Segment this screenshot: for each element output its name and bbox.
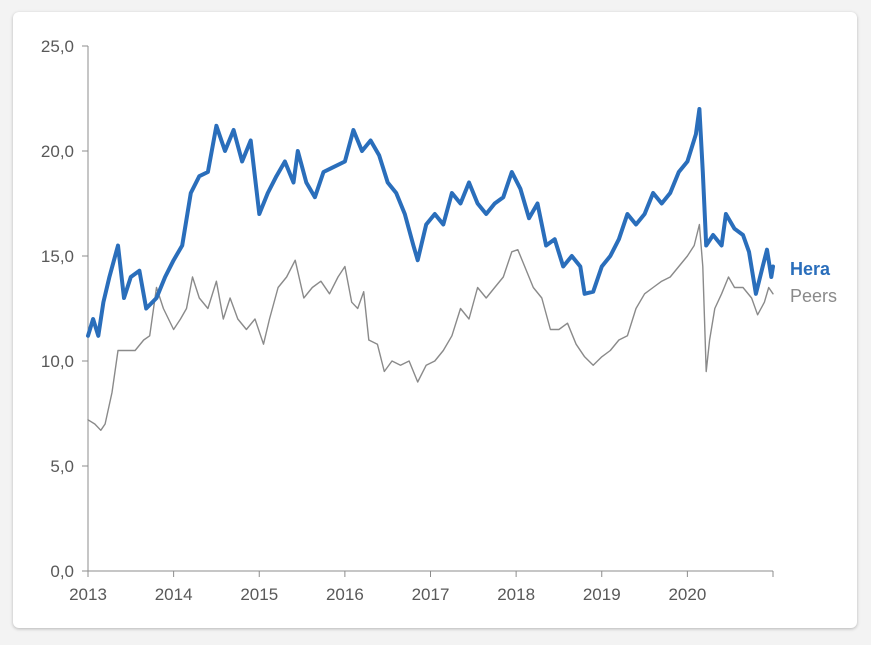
legend-label-hera: Hera [790,259,831,279]
x-tick-label: 2015 [240,585,278,604]
line-chart: 0,05,010,015,020,025,0 2013 2014 2015 2016 2… [41,37,837,604]
x-ticks: 2013 2014 2015 2016 2017 2018 2019 2020 [69,571,774,604]
y-tick-label: 15,0 [41,247,74,266]
y-tick-label: 20,0 [41,142,74,161]
x-tick-label: 2018 [497,585,535,604]
series-layer [86,107,775,431]
x-tick-label: 2016 [326,585,364,604]
series-line-peers [87,223,774,431]
y-tick-label: 5,0 [50,457,74,476]
chart-card: 0,0 5,0 10,0 15,0 20,0 25,0 2013 2014 2015 2016 2… [13,12,857,628]
y-tick-label: 0,0 [50,562,74,581]
series-line-hera [86,107,775,338]
axes [87,46,773,572]
y-tick-label: 25,0 [41,37,74,56]
x-tick-label: 2020 [668,585,706,604]
x-tick-label: 2014 [155,585,193,604]
legend-label-peers: Peers [790,286,837,306]
x-tick-label: 2019 [583,585,621,604]
legend: Hera Peers [790,259,837,306]
x-tick-label: 2017 [412,585,450,604]
y-ticks: 0,0 5,0 10,0 15,0 20,0 25,0 [41,37,88,581]
y-tick-label: 10,0 [41,352,74,371]
x-tick-label: 2013 [69,585,107,604]
